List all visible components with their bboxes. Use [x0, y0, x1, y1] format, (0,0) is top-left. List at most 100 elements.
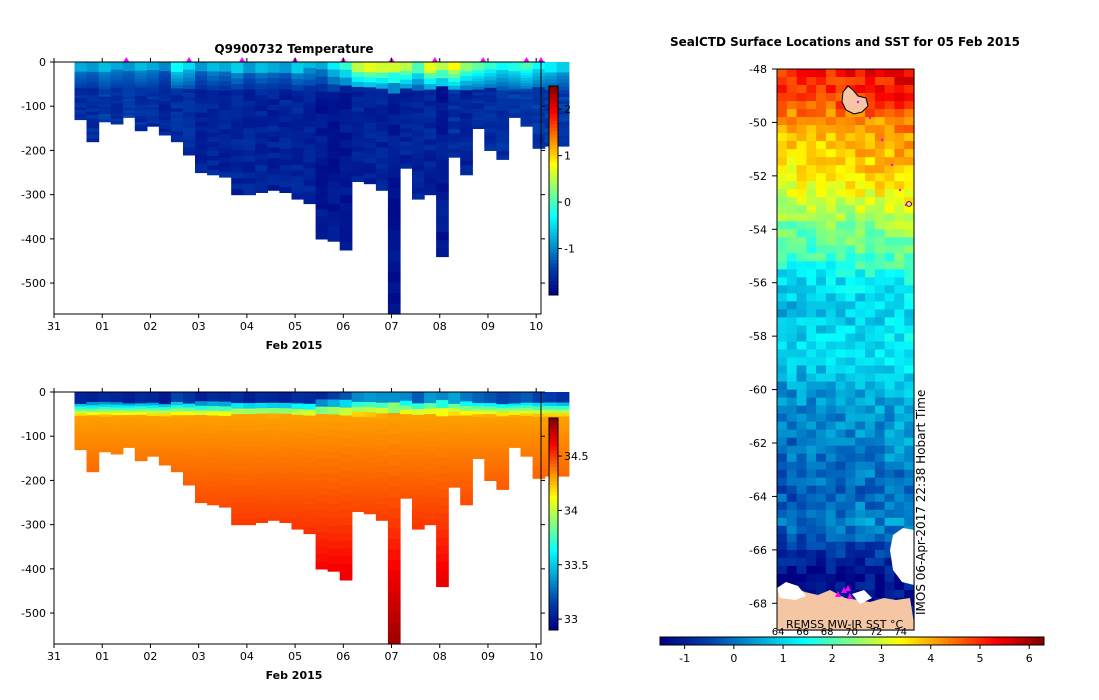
section-cell	[134, 67, 148, 72]
section-cell	[243, 73, 256, 80]
section-cell	[484, 143, 497, 148]
sst-cell	[884, 149, 895, 158]
section-cell	[532, 87, 546, 92]
sst-cell	[904, 453, 915, 463]
lat-tick-label: -66	[749, 544, 767, 557]
sst-cell	[806, 325, 817, 335]
sst-cell	[865, 93, 876, 102]
section-cell	[496, 440, 510, 446]
section-cell	[351, 116, 365, 123]
colorbar-segment	[832, 637, 839, 645]
sst-cell	[894, 157, 905, 166]
section-cell	[255, 138, 268, 145]
sst-cell	[874, 85, 886, 94]
section-cell	[207, 151, 220, 157]
section-cell	[291, 443, 305, 450]
section-cell	[86, 438, 100, 443]
section-cell	[207, 109, 220, 115]
section-cell	[327, 173, 341, 182]
sst-cell	[835, 237, 847, 246]
sst-cell	[816, 237, 827, 246]
sst-cell	[855, 509, 866, 519]
sst-cell	[796, 109, 807, 118]
section-cell	[158, 407, 172, 411]
section-cell	[74, 396, 88, 400]
section-cell	[267, 429, 281, 436]
track-point	[890, 163, 894, 167]
salinity-section-plot: 31 01 02 03 04 05 06 07 08 09 10 0-100-200-300-400…	[21, 386, 588, 682]
section-cell	[86, 125, 100, 129]
section-cell	[231, 133, 244, 140]
sst-cell	[874, 469, 886, 479]
section-cell	[170, 131, 184, 136]
temperature-section-plot: Q9900732 Temperature 31 01 02 03 04 05 06 07 08 0…	[21, 42, 575, 352]
section-cell	[74, 107, 88, 111]
colorbar-segment	[981, 637, 987, 645]
section-cell	[86, 108, 100, 113]
section-cell	[496, 400, 510, 405]
section-cell	[255, 116, 268, 123]
colorbar-segment	[756, 637, 762, 645]
section-cell	[508, 405, 522, 409]
section-cell	[327, 399, 341, 408]
sst-cell	[796, 197, 807, 206]
sst-cell	[825, 309, 837, 318]
section-cell	[436, 505, 449, 515]
section-cell	[267, 120, 281, 127]
sst-cell	[835, 157, 847, 166]
section-cell	[134, 417, 148, 422]
section-cell	[472, 439, 485, 443]
section-cell	[219, 439, 232, 446]
sst-cell	[786, 365, 798, 375]
section-cell	[484, 69, 497, 74]
section-cell	[400, 163, 413, 169]
section-cell	[400, 119, 413, 125]
section-cell	[460, 141, 473, 148]
section-cell	[412, 84, 425, 92]
sst-cell	[786, 69, 798, 78]
section-cell	[279, 495, 293, 502]
section-cell	[207, 118, 220, 124]
section-cell	[134, 446, 148, 450]
sst-cell	[816, 85, 827, 94]
sst-cell	[796, 389, 807, 399]
section-cell	[74, 90, 88, 94]
sst-cell	[806, 77, 817, 86]
sst-cell	[865, 445, 876, 455]
colorbar-segment	[549, 502, 558, 507]
section-cell	[508, 105, 522, 109]
section-cell	[195, 80, 208, 86]
sst-cell	[884, 285, 895, 294]
sst-cell	[835, 189, 847, 198]
colorbar-tick-label: 1	[780, 652, 787, 665]
section-cell	[351, 436, 365, 443]
section-cell	[158, 92, 172, 96]
section-cell	[170, 411, 184, 416]
section-cell	[170, 438, 184, 443]
section-cell	[146, 115, 160, 119]
section-cell	[291, 153, 305, 160]
sst-cell	[865, 253, 876, 262]
section-cell	[110, 72, 124, 76]
section-cell	[279, 468, 293, 475]
sst-cell	[796, 453, 807, 463]
section-cell	[496, 464, 510, 470]
section-cell	[508, 428, 522, 432]
section-cell	[400, 146, 413, 151]
sst-cell	[845, 517, 856, 527]
sst-cell	[884, 397, 895, 407]
section-cell	[460, 85, 473, 91]
sst-cell	[845, 277, 856, 286]
section-cell	[98, 401, 112, 405]
sst-cell	[874, 405, 886, 415]
section-cell	[363, 488, 377, 494]
sst-cell	[845, 405, 856, 415]
colorbar-segment	[1005, 637, 1011, 645]
section-cell	[122, 412, 136, 416]
section-cell	[122, 91, 136, 95]
section-cell	[291, 187, 305, 194]
sst-cell	[806, 197, 817, 206]
section-cell	[291, 466, 305, 473]
section-cell	[460, 457, 473, 464]
section-cell	[556, 416, 570, 421]
